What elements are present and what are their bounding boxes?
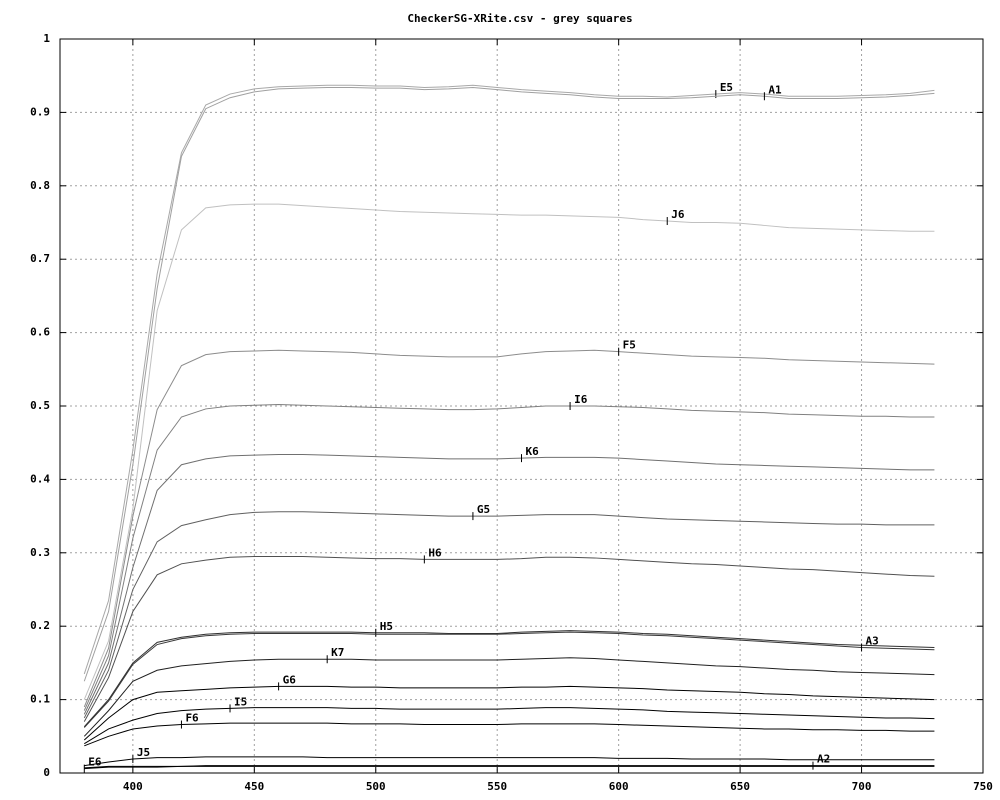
y-tick-label: 0.2	[30, 619, 50, 632]
y-tick-label: 0.6	[30, 326, 50, 339]
series-label: A1	[768, 83, 782, 96]
series-label: G5	[477, 503, 490, 516]
series-line	[83, 555, 935, 722]
y-tick-label: 0.8	[30, 179, 50, 192]
series-line	[84, 722, 935, 747]
series-line	[83, 631, 935, 728]
series-label: J6	[671, 208, 685, 221]
y-tick-label: 0.1	[30, 693, 50, 706]
y-tick-label: 0.4	[30, 472, 50, 485]
series-line	[84, 756, 935, 767]
series-line	[83, 203, 935, 700]
y-tick-label: 0.9	[30, 105, 50, 118]
x-tick-label: 450	[244, 780, 264, 793]
series-label: K7	[331, 646, 344, 659]
plot-frame	[59, 38, 984, 774]
series-line	[83, 84, 935, 675]
series-label: K6	[526, 445, 540, 458]
chart-title: CheckerSG-XRite.csv - grey squares	[407, 12, 632, 25]
series-line	[83, 86, 935, 682]
series-line	[83, 349, 935, 708]
series-label: H6	[428, 546, 442, 559]
series-label: E6	[88, 756, 102, 769]
x-tick-label: 550	[487, 780, 507, 793]
series-line	[83, 511, 935, 719]
series-line	[83, 685, 935, 741]
series-line	[84, 707, 935, 745]
series-line	[83, 453, 935, 715]
series-line	[83, 404, 935, 711]
series-line	[83, 657, 935, 737]
y-tick-label: 0.7	[30, 252, 50, 265]
series-label: I6	[574, 393, 588, 406]
series-line	[84, 765, 935, 770]
y-tick-label: 1	[43, 32, 50, 45]
series-label: J5	[137, 746, 150, 759]
series-label: A3	[866, 634, 879, 647]
series-label: H5	[380, 620, 393, 633]
series-label: F6	[185, 712, 199, 725]
series-label: E5	[720, 81, 733, 94]
series-line	[83, 630, 935, 728]
x-tick-label: 400	[123, 780, 143, 793]
x-tick-label: 500	[366, 780, 386, 793]
y-tick-label: 0.3	[30, 546, 50, 559]
series-label: A2	[817, 753, 830, 766]
x-tick-label: 650	[730, 780, 750, 793]
series-label: I5	[234, 695, 247, 708]
x-tick-label: 600	[609, 780, 629, 793]
y-tick-label: 0	[43, 766, 50, 779]
series-label: F5	[623, 339, 636, 352]
x-tick-label: 700	[852, 780, 872, 793]
series-line	[84, 765, 935, 769]
y-tick-label: 0.5	[30, 399, 50, 412]
series-label: G6	[283, 673, 297, 686]
x-tick-label: 750	[973, 780, 993, 793]
